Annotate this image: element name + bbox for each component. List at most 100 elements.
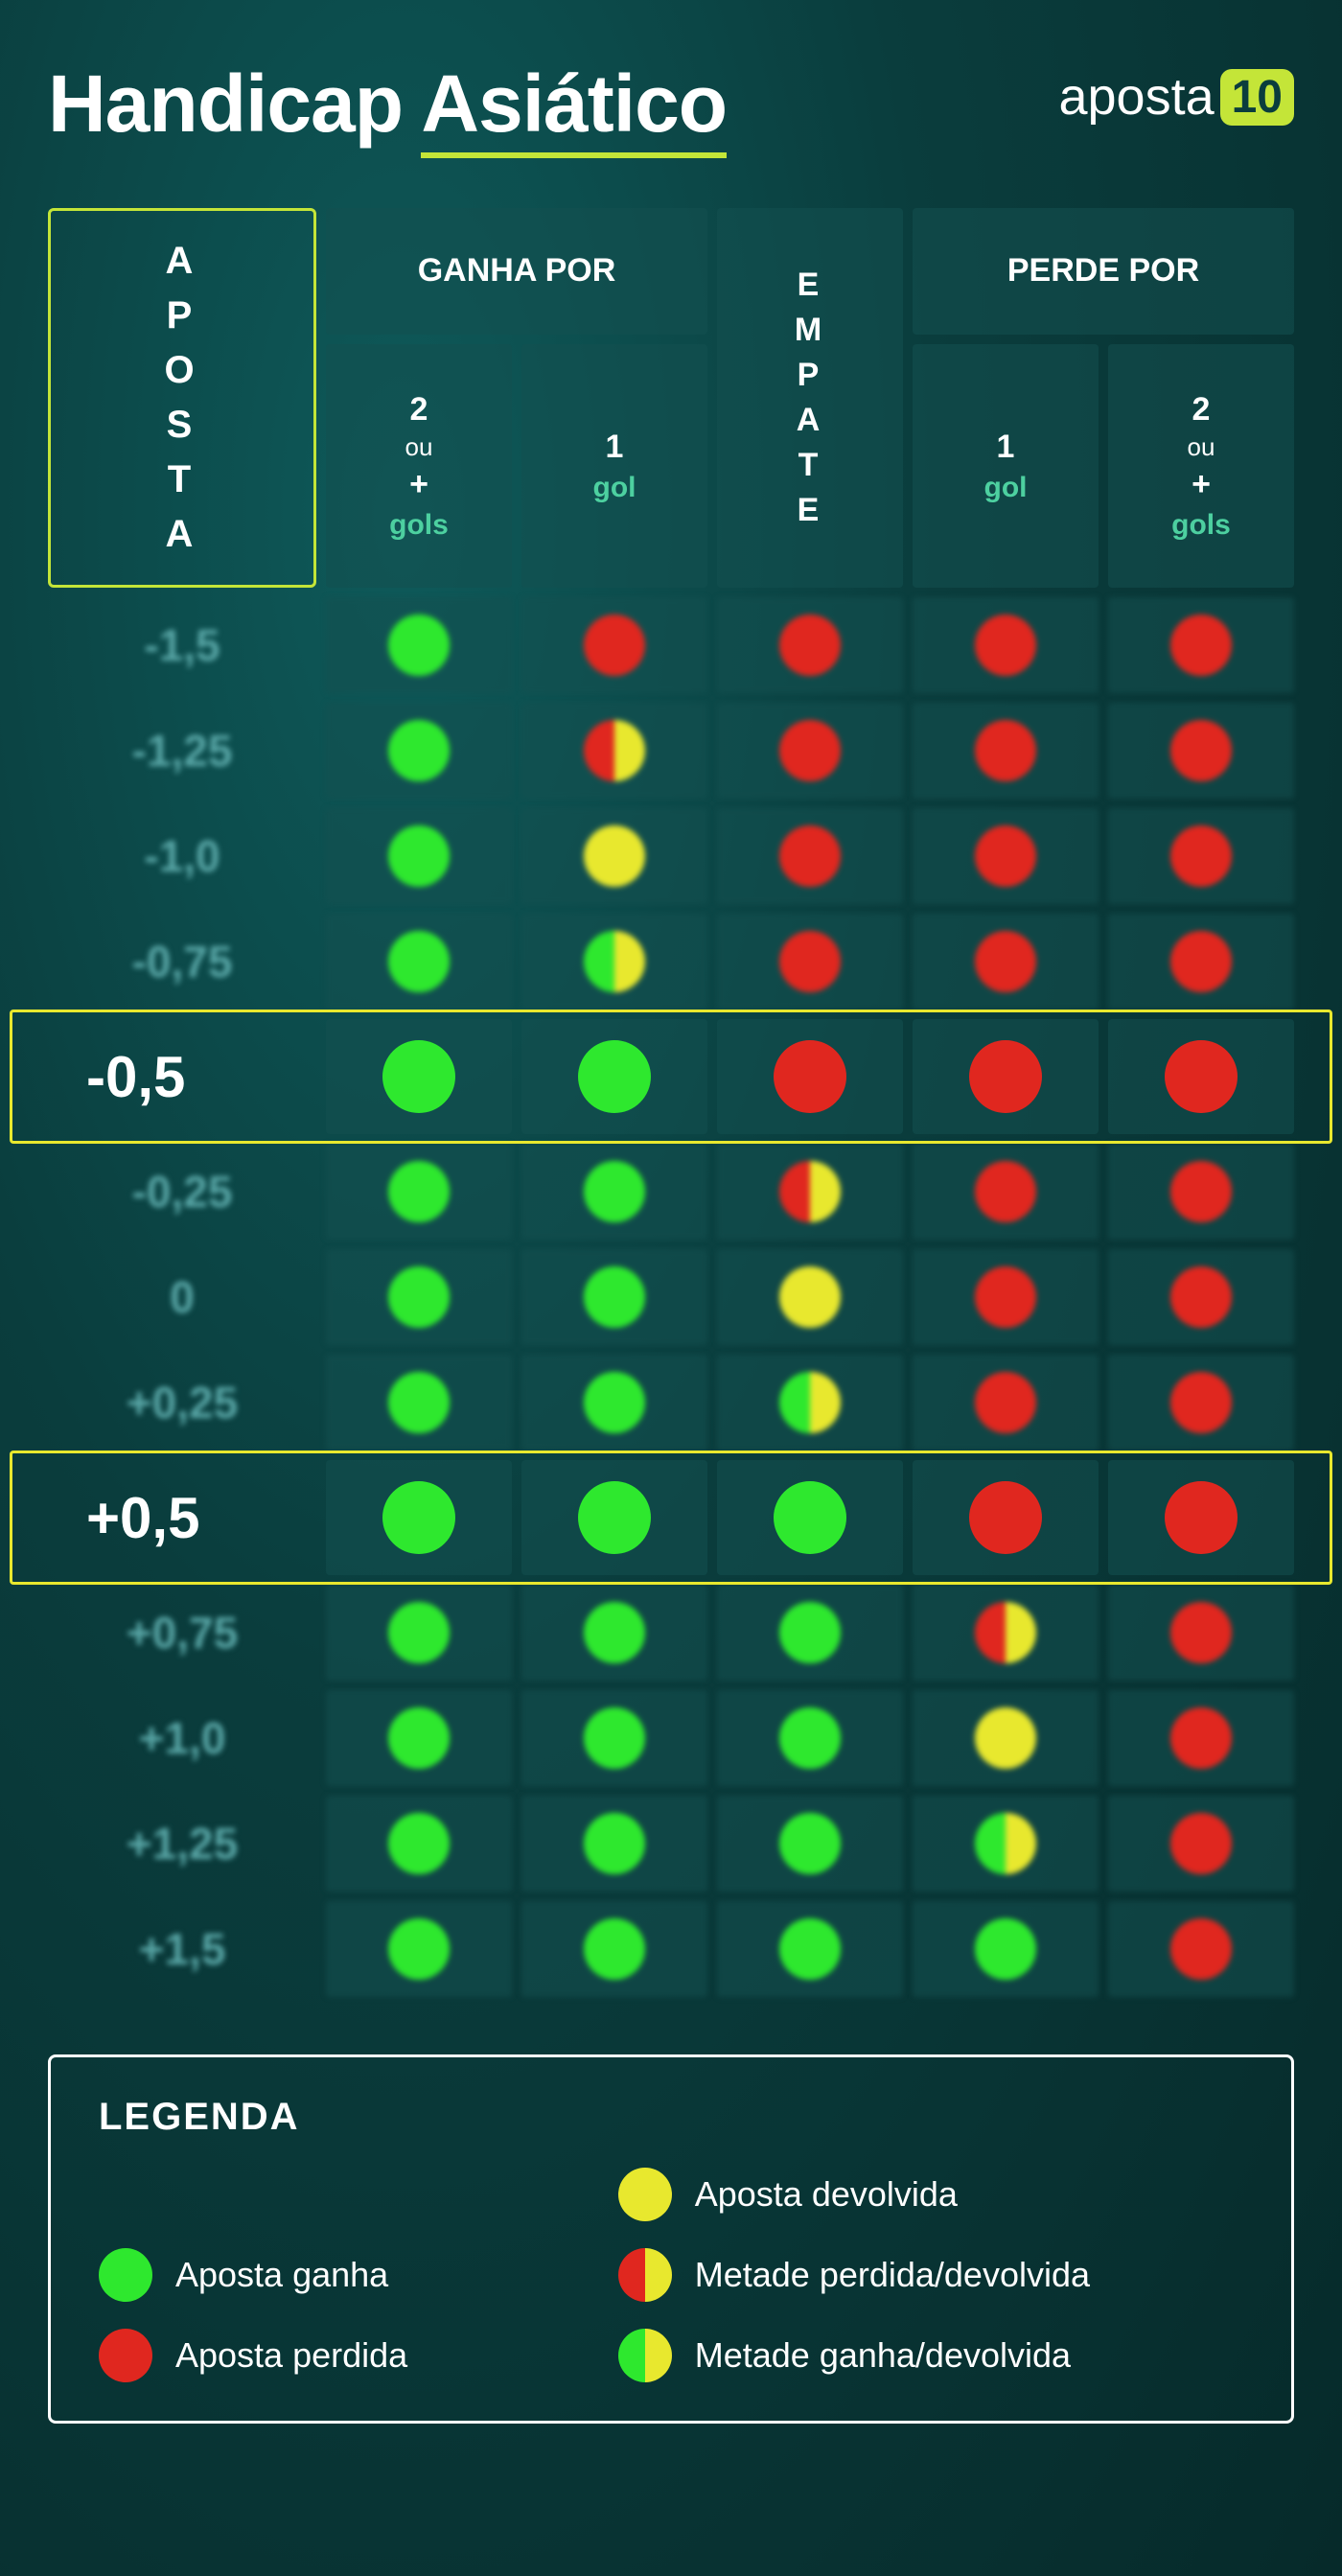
handicap-row-label: +0,5 [48, 1460, 316, 1575]
half-green-yellow-dot-icon [779, 1372, 841, 1433]
subheader-perde-2plus: 2ou+gols [1108, 344, 1294, 588]
result-cell [1108, 808, 1294, 904]
handicap-row-label: +1,5 [48, 1901, 316, 1997]
green-dot-icon [578, 1481, 651, 1554]
green-dot-icon [388, 931, 450, 992]
red-dot-icon [1170, 1813, 1232, 1874]
half-red-yellow-dot-icon [975, 1602, 1036, 1663]
red-dot-icon [969, 1040, 1042, 1113]
red-dot-icon [1170, 825, 1232, 887]
subheader-ganha-2plus: 2ou+gols [326, 344, 512, 588]
green-dot-icon [388, 1707, 450, 1769]
red-dot-icon [1165, 1481, 1238, 1554]
aposta-letter: T [168, 458, 197, 501]
result-cell [521, 1460, 707, 1575]
result-cell [521, 808, 707, 904]
result-cell [913, 1019, 1099, 1134]
result-cell [326, 1460, 512, 1575]
green-dot-icon [388, 1602, 450, 1663]
aposta-letter: A [166, 513, 199, 556]
red-dot-icon [1170, 1266, 1232, 1328]
red-dot-icon [779, 615, 841, 676]
yellow-dot-icon [618, 2168, 672, 2221]
red-dot-icon [774, 1040, 846, 1113]
result-cell [717, 1019, 903, 1134]
result-cell [1108, 1460, 1294, 1575]
header: Handicap Asiático aposta 10 [48, 58, 1294, 151]
red-dot-icon [969, 1481, 1042, 1554]
result-cell [913, 1249, 1099, 1345]
green-dot-icon [382, 1481, 455, 1554]
result-cell [326, 703, 512, 799]
handicap-row-label: +1,0 [48, 1690, 316, 1786]
green-dot-icon [388, 615, 450, 676]
green-dot-icon [388, 1161, 450, 1222]
green-dot-icon [388, 1372, 450, 1433]
red-dot-icon [975, 1161, 1036, 1222]
legend-box: LEGENDA Aposta ganhaAposta perdidaAposta… [48, 2054, 1294, 2424]
result-cell [913, 703, 1099, 799]
green-dot-icon [584, 1918, 645, 1980]
result-cell [717, 1585, 903, 1681]
result-cell [326, 1019, 512, 1134]
result-cell [326, 1585, 512, 1681]
green-dot-icon [774, 1481, 846, 1554]
legend-item-label: Metade perdida/devolvida [695, 2255, 1090, 2295]
aposta-letter: S [167, 404, 198, 447]
red-dot-icon [779, 720, 841, 781]
handicap-row-label: -1,5 [48, 597, 316, 693]
red-dot-icon [1170, 720, 1232, 781]
result-cell [521, 703, 707, 799]
result-cell [521, 597, 707, 693]
handicap-row-label: +1,25 [48, 1796, 316, 1891]
green-dot-icon [584, 1266, 645, 1328]
green-dot-icon [382, 1040, 455, 1113]
result-cell [1108, 1796, 1294, 1891]
handicap-table: APOSTAGANHA POREMPATEPERDE POR2ou+gols1g… [48, 208, 1294, 1997]
red-dot-icon [975, 1266, 1036, 1328]
red-dot-icon [99, 2329, 152, 2382]
result-cell [913, 1901, 1099, 1997]
green-dot-icon [584, 1372, 645, 1433]
result-cell [717, 1144, 903, 1240]
result-cell [717, 1460, 903, 1575]
title-word-1: Handicap [48, 58, 403, 149]
logo-badge: 10 [1220, 69, 1294, 126]
result-cell [521, 1355, 707, 1450]
green-dot-icon [388, 1813, 450, 1874]
red-dot-icon [975, 720, 1036, 781]
result-cell [913, 1585, 1099, 1681]
half-green-yellow-dot-icon [618, 2329, 672, 2382]
result-cell [326, 914, 512, 1010]
green-dot-icon [99, 2248, 152, 2302]
aposta-letter: A [166, 240, 199, 283]
result-cell [326, 1796, 512, 1891]
half-red-yellow-dot-icon [584, 720, 645, 781]
result-cell [326, 808, 512, 904]
result-cell [1108, 1019, 1294, 1134]
green-dot-icon [584, 1707, 645, 1769]
result-cell [1108, 1690, 1294, 1786]
result-cell [913, 1796, 1099, 1891]
red-dot-icon [1170, 931, 1232, 992]
legend-item-half-green-yellow: Metade ganha/devolvida [618, 2329, 1243, 2382]
result-cell [1108, 1249, 1294, 1345]
green-dot-icon [779, 1602, 841, 1663]
green-dot-icon [578, 1040, 651, 1113]
page-title: Handicap Asiático [48, 58, 727, 151]
red-dot-icon [1170, 1707, 1232, 1769]
red-dot-icon [975, 615, 1036, 676]
aposta-column-header: APOSTA [48, 208, 316, 588]
yellow-dot-icon [779, 1266, 841, 1328]
result-cell [521, 1690, 707, 1786]
handicap-row-label: +0,25 [48, 1355, 316, 1450]
red-dot-icon [1170, 1372, 1232, 1433]
red-dot-icon [975, 1372, 1036, 1433]
aposta-letter: P [167, 294, 198, 337]
result-cell [717, 1690, 903, 1786]
half-red-yellow-dot-icon [779, 1161, 841, 1222]
handicap-row-label: -1,0 [48, 808, 316, 904]
legend-item-yellow: Aposta devolvida [618, 2168, 1243, 2221]
result-cell [1108, 1355, 1294, 1450]
result-cell [326, 1144, 512, 1240]
